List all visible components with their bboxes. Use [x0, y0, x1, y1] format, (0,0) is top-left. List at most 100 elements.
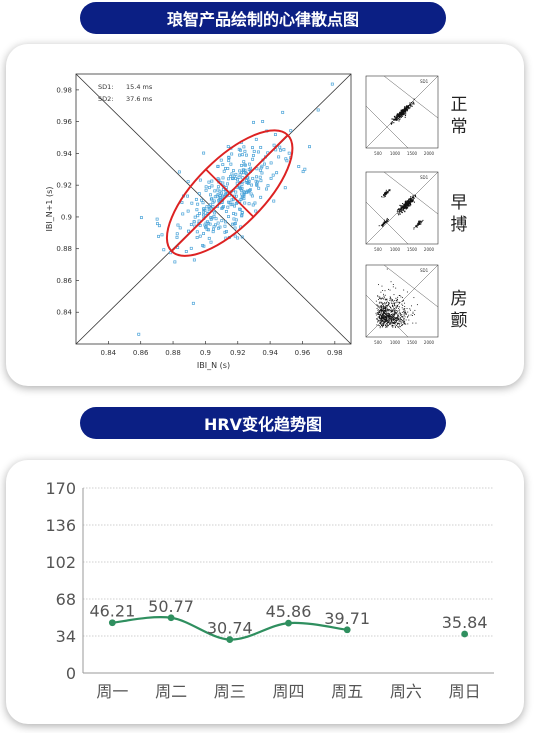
thumb-point — [385, 313, 387, 315]
thumb-point — [407, 107, 409, 109]
thumb-point — [397, 115, 399, 117]
thumb-point — [410, 197, 412, 199]
scatter-point — [283, 186, 287, 190]
thumb-point — [393, 307, 394, 309]
thumb-point — [402, 324, 404, 326]
thumb-point — [375, 312, 377, 314]
scatter-point — [232, 212, 235, 216]
scatter-point — [234, 190, 238, 194]
thumb-point — [378, 225, 380, 227]
thumb-point — [407, 323, 409, 325]
scatter-point — [186, 180, 190, 184]
thumb-point — [377, 311, 379, 313]
thumb-point — [421, 220, 423, 222]
thumb-point — [401, 209, 403, 211]
thumb-point — [400, 296, 402, 298]
thumb-point — [385, 321, 387, 323]
thumbnail-normal-label: 正常 — [450, 95, 468, 137]
thumb-point — [411, 305, 412, 307]
thumb-point — [385, 310, 387, 312]
thumb-point — [377, 320, 379, 322]
thumb-point — [399, 111, 401, 113]
thumb-point — [383, 307, 385, 309]
thumb-point — [386, 322, 388, 324]
thumb-point — [403, 310, 405, 312]
thumb-point — [401, 206, 403, 208]
thumb-point — [411, 199, 413, 201]
scatter-point — [177, 170, 181, 174]
scatter-point — [207, 228, 210, 232]
thumb-point — [394, 312, 396, 314]
thumb-point — [383, 313, 385, 314]
thumb-point — [386, 309, 388, 311]
thumb-point — [391, 303, 393, 304]
thumb-point — [388, 316, 390, 317]
scatter-point — [220, 191, 224, 195]
thumb-point — [397, 118, 399, 120]
thumb-point — [391, 311, 393, 313]
thumb-point — [385, 192, 387, 194]
x-tick-label: 周日 — [449, 682, 481, 701]
thumb-point — [381, 307, 383, 308]
scatter-point — [230, 152, 234, 156]
thumb-point — [383, 316, 385, 318]
thumb-point — [384, 302, 386, 304]
thumb-point — [387, 325, 389, 327]
thumb-point — [383, 311, 385, 312]
thumb-point — [402, 209, 404, 211]
thumb-point — [395, 319, 397, 321]
scatter-point — [239, 187, 243, 191]
thumb-point — [383, 321, 385, 323]
scatter-point — [200, 198, 203, 202]
thumb-point — [405, 107, 407, 109]
thumb-point — [411, 103, 413, 105]
thumb-point — [408, 108, 410, 110]
hrv-data-point — [167, 614, 175, 622]
thumb-point — [414, 195, 416, 197]
thumb-point — [404, 110, 406, 112]
scatter-point — [242, 197, 246, 201]
thumb-point — [422, 219, 424, 221]
scatter-point — [224, 210, 228, 213]
thumb-point — [386, 218, 388, 220]
scatter-point — [234, 172, 238, 176]
scatter-point — [226, 167, 230, 170]
thumb-point — [381, 305, 383, 307]
thumb-point — [395, 302, 397, 304]
scatter-point — [198, 212, 201, 215]
thumb-point — [418, 222, 420, 224]
thumb-point — [389, 323, 391, 325]
scatter-point — [250, 183, 253, 187]
thumb-point — [410, 198, 412, 200]
thumb-point — [388, 318, 390, 320]
thumb-x-tick: 1500 — [407, 247, 418, 252]
thumb-point — [382, 222, 384, 224]
thumb-point — [382, 324, 384, 326]
scatter-point — [301, 170, 305, 174]
thumb-point — [397, 318, 399, 320]
thumb-point — [418, 223, 420, 225]
thumb-point — [380, 320, 382, 322]
thumb-point — [419, 223, 421, 225]
sd1-axis — [205, 168, 255, 218]
scatter-point — [226, 182, 229, 186]
thumb-point — [380, 224, 382, 226]
thumb-point — [399, 114, 401, 116]
thumb-point — [418, 223, 420, 225]
thumb-point — [414, 314, 415, 316]
scatter-point — [212, 227, 215, 231]
thumb-point — [391, 316, 393, 318]
thumb-point — [406, 106, 408, 109]
thumb-point — [406, 108, 408, 110]
thumb-point — [404, 323, 406, 325]
thumb-point — [392, 322, 394, 324]
thumb-point — [397, 299, 398, 301]
thumb-point — [384, 193, 386, 195]
scatter-point — [243, 201, 247, 205]
thumb-point — [403, 205, 405, 207]
thumb-point — [405, 203, 407, 205]
thumb-point — [401, 113, 403, 115]
thumb-point — [400, 116, 402, 118]
scatter-point — [211, 205, 215, 209]
thumb-point — [400, 210, 402, 212]
